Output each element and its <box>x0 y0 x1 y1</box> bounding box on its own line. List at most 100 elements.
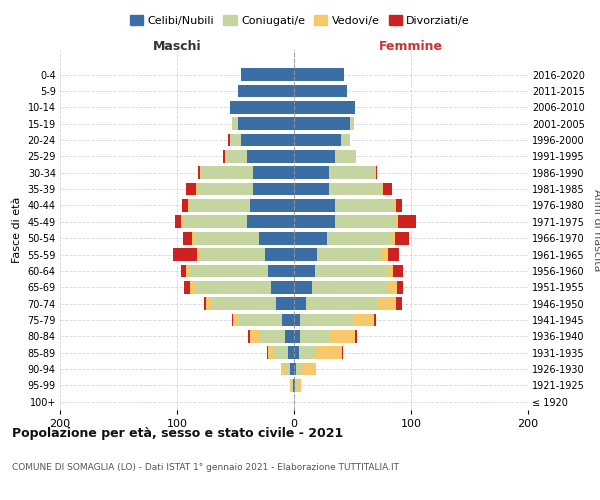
Bar <box>181 264 187 278</box>
Bar <box>388 264 394 278</box>
Bar <box>192 232 194 244</box>
Bar <box>182 199 188 212</box>
Bar <box>341 134 350 146</box>
Bar <box>382 182 383 196</box>
Bar <box>394 199 396 212</box>
Bar <box>274 346 288 359</box>
Bar <box>294 362 296 376</box>
Bar <box>253 166 294 179</box>
Bar <box>232 314 233 326</box>
Bar <box>190 281 194 293</box>
Bar <box>374 314 376 326</box>
Bar <box>268 346 274 359</box>
Bar <box>294 199 335 212</box>
Bar <box>250 330 259 342</box>
Bar <box>396 298 401 310</box>
Bar <box>383 182 392 196</box>
Bar <box>294 134 341 146</box>
Bar <box>259 232 294 244</box>
Bar <box>233 314 238 326</box>
Bar <box>294 314 300 326</box>
Bar <box>187 264 188 278</box>
Bar <box>238 118 294 130</box>
Bar <box>281 362 284 376</box>
Bar <box>300 330 329 342</box>
Bar <box>395 232 409 244</box>
Bar <box>382 248 388 261</box>
Bar <box>294 68 344 81</box>
Bar <box>268 264 294 278</box>
Bar <box>189 199 250 212</box>
Bar <box>294 101 355 114</box>
Bar <box>230 101 294 114</box>
Bar <box>294 346 299 359</box>
Bar <box>398 216 416 228</box>
Bar <box>290 379 292 392</box>
Bar <box>194 232 259 244</box>
Bar <box>296 362 302 376</box>
Bar <box>295 379 298 392</box>
Bar <box>329 330 355 342</box>
Bar <box>335 199 394 212</box>
Bar <box>284 330 294 342</box>
Text: COMUNE DI SOMAGLIA (LO) - Dati ISTAT 1° gennaio 2021 - Elaborazione TUTTITALIA.I: COMUNE DI SOMAGLIA (LO) - Dati ISTAT 1° … <box>12 462 399 471</box>
Bar <box>294 298 306 310</box>
Bar <box>250 199 294 212</box>
Bar <box>302 362 316 376</box>
Bar <box>378 298 396 310</box>
Bar <box>229 134 230 146</box>
Bar <box>294 281 311 293</box>
Bar <box>265 248 294 261</box>
Bar <box>342 346 343 359</box>
Bar <box>225 150 226 162</box>
Bar <box>329 166 376 179</box>
Y-axis label: Anni di nascita: Anni di nascita <box>592 188 600 271</box>
Bar <box>388 281 397 293</box>
Bar <box>267 346 268 359</box>
Bar <box>298 379 301 392</box>
Bar <box>350 118 353 130</box>
Bar <box>391 232 395 244</box>
Bar <box>241 68 294 81</box>
Bar <box>294 248 317 261</box>
Text: Maschi: Maschi <box>152 40 202 54</box>
Y-axis label: Fasce di età: Fasce di età <box>12 197 22 263</box>
Bar <box>317 248 382 261</box>
Bar <box>294 150 335 162</box>
Bar <box>327 232 391 244</box>
Bar <box>181 216 183 228</box>
Bar <box>197 182 253 196</box>
Bar <box>396 199 401 212</box>
Bar <box>306 298 378 310</box>
Bar <box>299 346 316 359</box>
Bar <box>388 248 400 261</box>
Bar <box>315 264 388 278</box>
Bar <box>294 264 315 278</box>
Bar <box>200 166 253 179</box>
Bar <box>294 379 295 392</box>
Legend: Celibi/Nubili, Coniugati/e, Vedovi/e, Divorziati/e: Celibi/Nubili, Coniugati/e, Vedovi/e, Di… <box>125 10 475 30</box>
Bar <box>194 281 271 293</box>
Bar <box>200 248 265 261</box>
Bar <box>396 216 398 228</box>
Bar <box>353 314 374 326</box>
Bar <box>394 264 403 278</box>
Bar <box>247 150 294 162</box>
Bar <box>253 182 294 196</box>
Bar <box>241 134 294 146</box>
Bar <box>238 314 283 326</box>
Bar <box>397 281 403 293</box>
Bar <box>294 216 335 228</box>
Bar <box>248 330 250 342</box>
Bar <box>226 150 247 162</box>
Bar <box>183 232 192 244</box>
Bar <box>292 379 293 392</box>
Bar <box>271 281 294 293</box>
Bar <box>355 330 357 342</box>
Bar <box>294 330 300 342</box>
Bar <box>284 362 290 376</box>
Bar <box>294 182 329 196</box>
Bar <box>188 264 268 278</box>
Bar <box>335 150 356 162</box>
Bar <box>376 166 377 179</box>
